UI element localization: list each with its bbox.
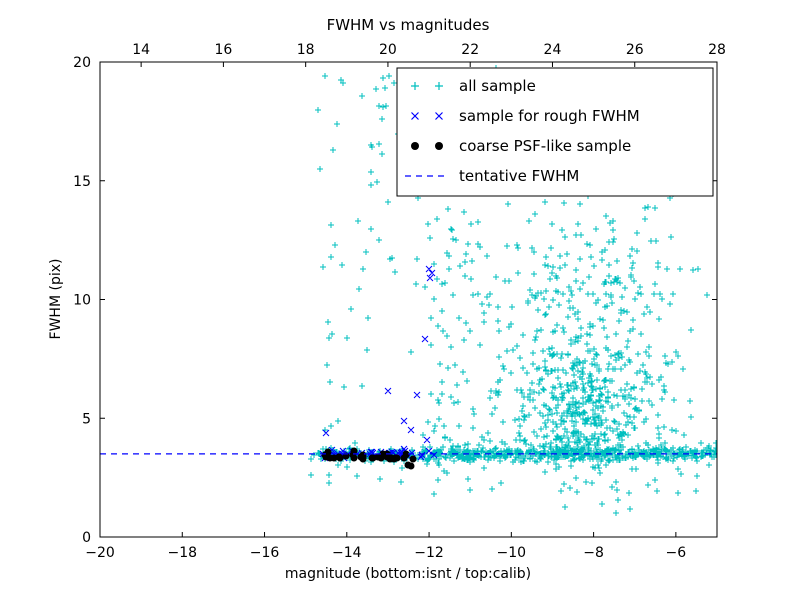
legend: all sample sample for rough FWHM coarse PS… (405, 77, 640, 185)
y-tick-label: 15 (73, 174, 91, 190)
x-tick-label: −20 (85, 545, 115, 561)
legend-x-marker (411, 112, 443, 120)
legend-plus-marker (411, 82, 443, 90)
plot-frame (99, 61, 718, 538)
x-tick-label: −18 (167, 545, 197, 561)
top-tick-label: 20 (379, 42, 397, 58)
x-tick-label: −12 (414, 545, 444, 561)
top-tick-label: 14 (132, 42, 150, 58)
series-sample-for-rough-fwhm (319, 265, 438, 462)
x-tick-label: −16 (250, 545, 280, 561)
y-tick-label: 20 (73, 55, 91, 71)
tick-labels: −20 −18 −16 −14 −12 −10 −8 −6 14 16 18 20 22 24 26 28 0 5… (73, 42, 726, 561)
legend-box (396, 67, 714, 197)
legend-dot-marker (435, 142, 443, 150)
top-tick-label: 28 (708, 42, 726, 58)
y-tick-label: 5 (82, 411, 91, 427)
x-tick-label: −14 (332, 545, 362, 561)
y-tick-label: 10 (73, 293, 91, 309)
top-tick-label: 16 (214, 42, 232, 58)
series-coarse-psf-like-sample (321, 447, 417, 470)
chart-title: FWHM vs magnitudes (326, 16, 490, 34)
top-tick-label: 22 (461, 42, 479, 58)
legend-label: all sample (459, 77, 536, 95)
legend-label: sample for rough FWHM (459, 107, 640, 125)
x-axis-label: magnitude (bottom:isnt / top:calib) (284, 566, 532, 582)
top-tick-label: 26 (626, 42, 644, 58)
top-tick-label: 24 (544, 42, 562, 58)
top-tick-label: 18 (297, 42, 315, 58)
legend-label: coarse PSF-like sample (459, 137, 631, 155)
legend-label: tentative FWHM (459, 167, 579, 185)
y-axis-label: FWHM (pix) (48, 258, 64, 340)
legend-dot-marker (411, 142, 419, 150)
x-tick-label: −6 (666, 545, 687, 561)
x-tick-label: −10 (497, 545, 527, 561)
y-tick-label: 0 (82, 530, 91, 546)
x-tick-label: −8 (583, 545, 604, 561)
